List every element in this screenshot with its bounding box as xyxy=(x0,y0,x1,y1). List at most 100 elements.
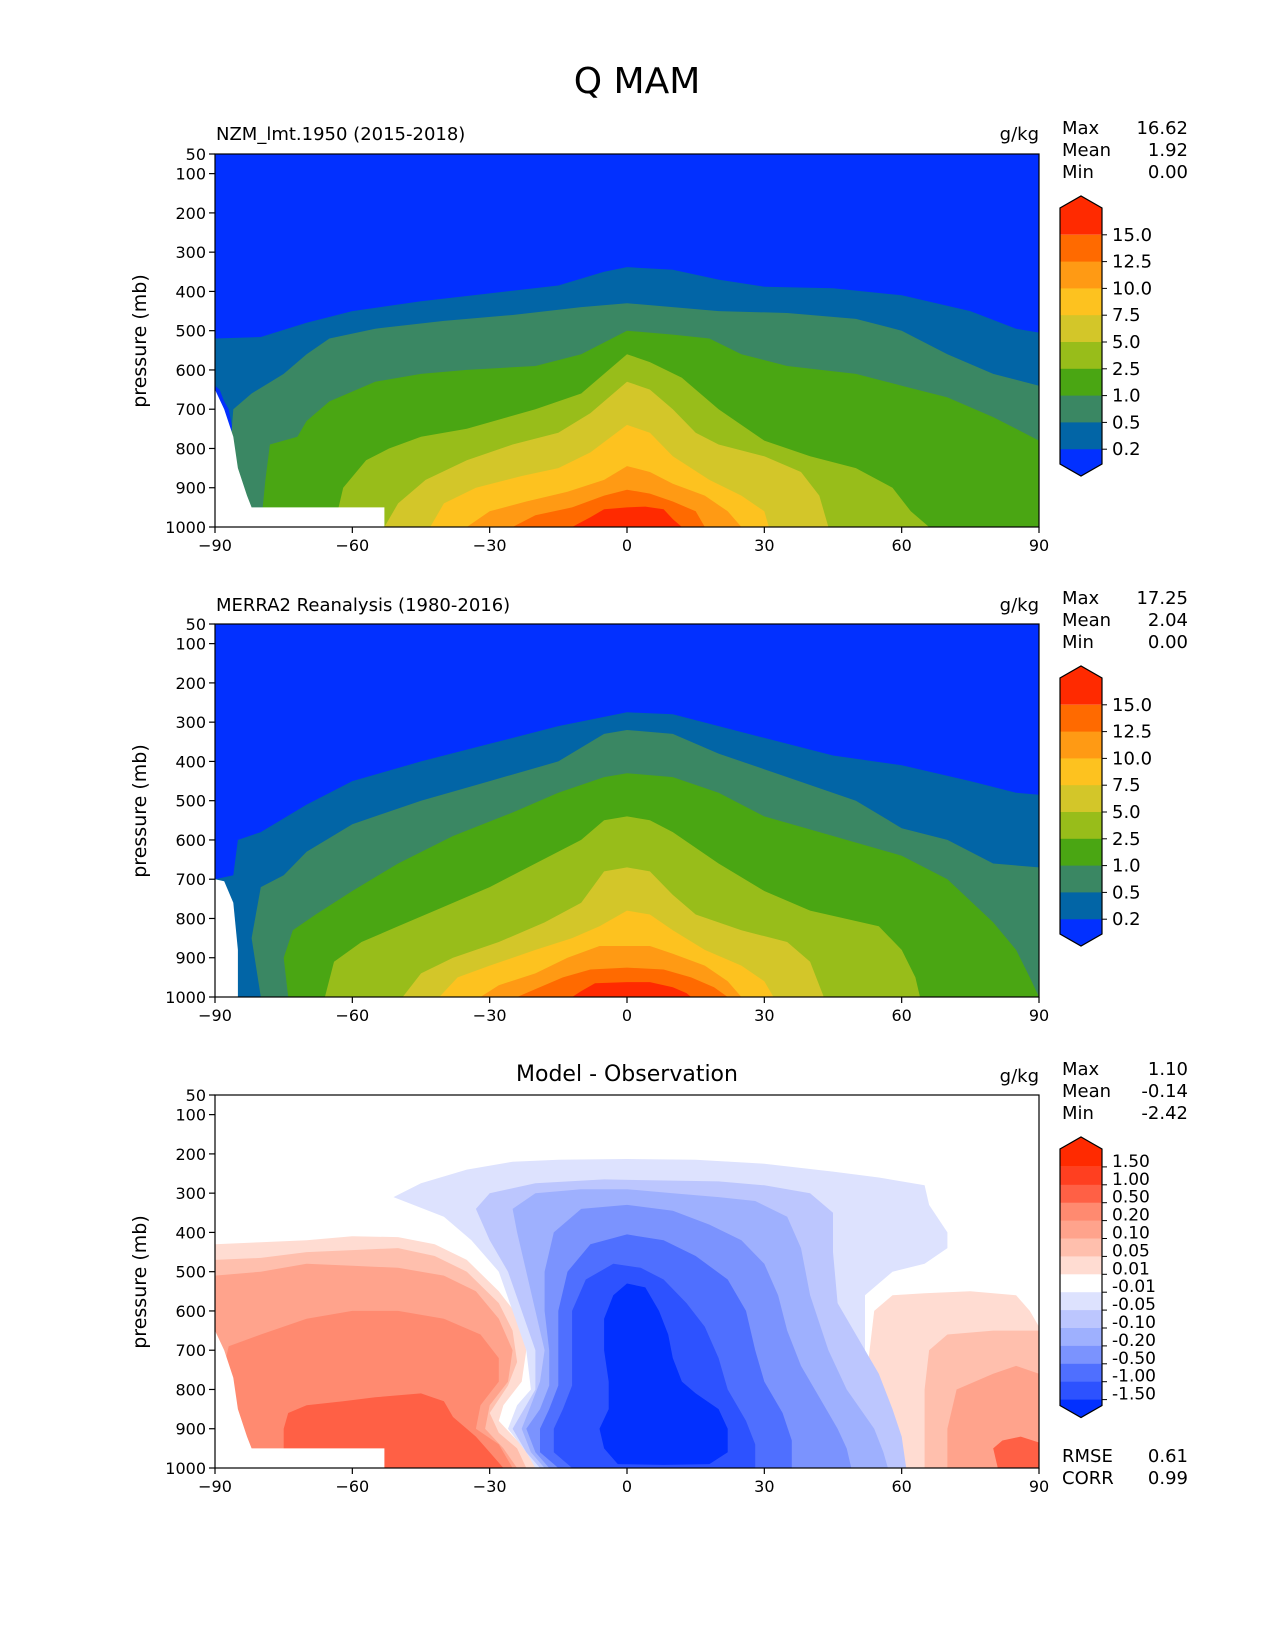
y-tick-label: 200 xyxy=(175,1145,206,1164)
colorbar-swatch xyxy=(1060,838,1102,867)
stat-max-label: Max xyxy=(1062,1059,1100,1080)
stat-rmse-label: RMSE xyxy=(1062,1446,1113,1467)
colorbar-tick-label: -0.01 xyxy=(1112,1277,1156,1297)
colorbar-extend-top xyxy=(1060,666,1102,705)
x-tick-label: −60 xyxy=(335,1477,369,1496)
x-tick-label: 30 xyxy=(754,1477,774,1496)
x-tick-label: 0 xyxy=(622,1477,632,1496)
missing-data-region xyxy=(215,1330,385,1468)
colorbar-tick-label: 1.0 xyxy=(1112,386,1141,407)
y-tick-label: 50 xyxy=(186,1086,206,1105)
stat-max-value: 17.25 xyxy=(1136,588,1188,609)
stat-corr-label: CORR xyxy=(1062,1468,1114,1489)
colorbar-extend-bottom xyxy=(1060,449,1102,476)
colorbar-swatch xyxy=(1060,1310,1102,1329)
colorbar-swatch xyxy=(1060,1345,1102,1365)
colorbar-swatch xyxy=(1060,785,1102,813)
y-tick-label: 900 xyxy=(175,1420,206,1439)
colorbar-swatch xyxy=(1060,261,1102,289)
y-tick-label: 100 xyxy=(175,635,206,654)
panel-subtitle: Model - Observation xyxy=(516,1062,738,1087)
stat-rmse-value: 0.61 xyxy=(1148,1446,1188,1467)
panel-subtitle: MERRA2 Reanalysis (1980-2016) xyxy=(216,595,510,616)
colorbar-tick-label: 10.0 xyxy=(1112,748,1152,769)
contour-fill-layer xyxy=(215,624,1040,997)
units-label: g/kg xyxy=(1000,595,1039,616)
x-tick-label: −90 xyxy=(198,1006,232,1025)
colorbar: 15.0 12.5 10.0 7.5 5.0 2.5 1.0 0.5 0.2 xyxy=(1059,665,1152,947)
colorbar-swatch xyxy=(1060,422,1102,450)
colorbar-swatch xyxy=(1060,1274,1102,1293)
colorbar-swatch xyxy=(1060,315,1102,343)
y-tick-label: 900 xyxy=(175,949,206,968)
colorbar-swatch xyxy=(1060,865,1102,893)
y-tick-label: 1000 xyxy=(165,988,206,1007)
y-tick-label: 600 xyxy=(175,361,206,380)
stat-corr-value: 0.99 xyxy=(1148,1468,1188,1489)
y-tick-label: 50 xyxy=(186,145,206,164)
missing-data-region xyxy=(215,389,385,527)
colorbar-tick-label: 7.5 xyxy=(1112,775,1141,796)
x-tick-label: −30 xyxy=(473,1006,507,1025)
colorbar-tick-label: 1.50 xyxy=(1112,1152,1150,1172)
colorbar-swatch xyxy=(1060,1166,1102,1186)
x-tick-label: 60 xyxy=(891,1006,911,1025)
contour-band-0_5 xyxy=(993,1436,1039,1468)
stat-min-value: -2.42 xyxy=(1141,1103,1188,1124)
colorbar-extend-top xyxy=(1060,1137,1102,1167)
y-tick-label: 500 xyxy=(175,322,206,341)
colorbar-tick-label: 0.05 xyxy=(1112,1241,1150,1261)
stat-min-value: 0.00 xyxy=(1148,632,1188,653)
stat-max-value: 1.10 xyxy=(1148,1059,1188,1080)
colorbar-swatch xyxy=(1060,288,1102,316)
colorbar-tick-label: 12.5 xyxy=(1112,722,1152,743)
colorbar-swatch xyxy=(1060,1220,1102,1239)
y-tick-label: 400 xyxy=(175,752,206,771)
stat-max-label: Max xyxy=(1062,588,1100,609)
stat-mean-label: Mean xyxy=(1062,1081,1111,1102)
colorbar-tick-label: -0.05 xyxy=(1112,1295,1156,1315)
colorbar-swatch xyxy=(1060,1328,1102,1347)
y-tick-label: 100 xyxy=(175,1106,206,1125)
stat-max-value: 16.62 xyxy=(1136,118,1188,139)
y-axis-label: pressure (mb) xyxy=(129,744,151,878)
contour-band-15 xyxy=(572,506,682,527)
colorbar-tick-label: 0.20 xyxy=(1112,1206,1150,1226)
y-tick-label: 100 xyxy=(175,165,206,184)
colorbar-swatch xyxy=(1060,1292,1102,1311)
colorbar-extend-bottom xyxy=(1060,919,1102,946)
colorbar: 1.501.000.500.200.100.050.01-0.01-0.05-0… xyxy=(1059,1136,1156,1419)
contour-fill-layer xyxy=(215,154,1039,527)
colorbar-extend-bottom xyxy=(1060,1399,1102,1418)
y-tick-label: 200 xyxy=(175,674,206,693)
colorbar-swatch xyxy=(1060,234,1102,263)
y-tick-label: 400 xyxy=(175,1223,206,1242)
x-tick-label: 60 xyxy=(891,536,911,555)
colorbar-tick-label: 0.2 xyxy=(1112,909,1141,930)
y-tick-label: 50 xyxy=(186,615,206,634)
y-tick-label: 300 xyxy=(175,1184,206,1203)
stat-mean-label: Mean xyxy=(1062,140,1111,161)
stat-mean-label: Mean xyxy=(1062,610,1111,631)
colorbar-tick-label: -0.20 xyxy=(1112,1331,1156,1351)
x-tick-label: −60 xyxy=(335,1006,369,1025)
y-tick-label: 200 xyxy=(175,204,206,223)
y-tick-label: 300 xyxy=(175,713,206,732)
x-tick-label: 90 xyxy=(1029,1477,1049,1496)
colorbar-swatch xyxy=(1060,1381,1102,1401)
x-tick-label: 90 xyxy=(1029,536,1049,555)
y-tick-label: 800 xyxy=(175,1380,206,1399)
colorbar-swatch xyxy=(1060,395,1102,423)
colorbar-tick-label: 12.5 xyxy=(1112,252,1152,273)
colorbar-swatch xyxy=(1060,758,1102,786)
colorbar-swatch xyxy=(1060,1184,1102,1204)
colorbar-tick-label: 15.0 xyxy=(1112,225,1152,246)
y-tick-label: 800 xyxy=(175,909,206,928)
colorbar-tick-label: -1.00 xyxy=(1112,1367,1156,1387)
units-label: g/kg xyxy=(1000,124,1039,145)
y-tick-label: 1000 xyxy=(165,518,206,537)
